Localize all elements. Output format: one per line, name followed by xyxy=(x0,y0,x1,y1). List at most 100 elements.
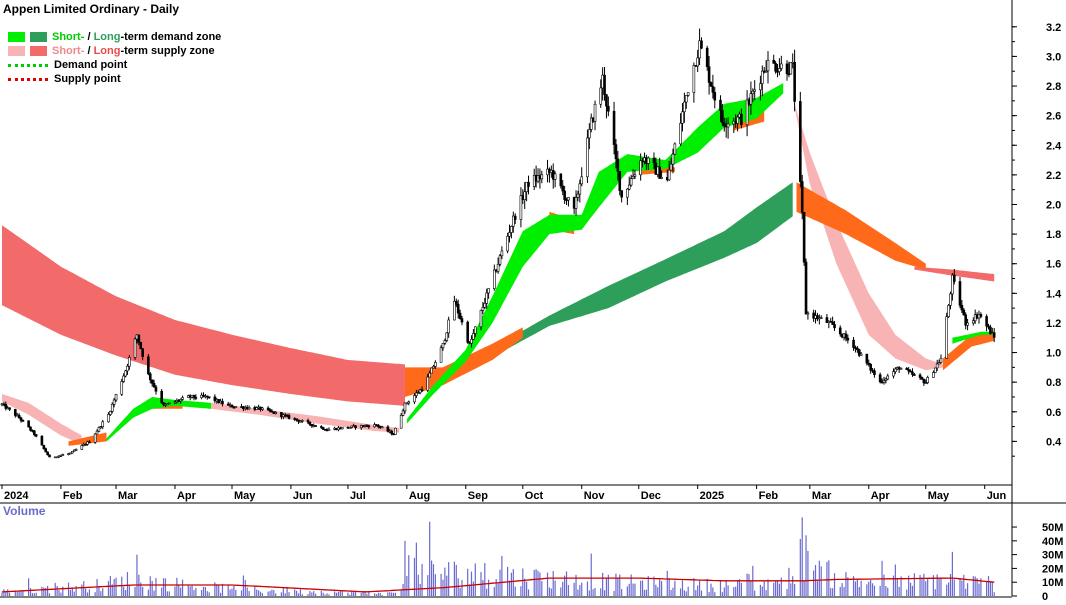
legend-demand-long: Long xyxy=(93,31,121,43)
candle-body xyxy=(194,397,198,399)
candle-body xyxy=(390,430,393,435)
legend-demand-sep: / xyxy=(84,31,94,43)
candle-body xyxy=(918,374,922,378)
candle-body xyxy=(960,305,964,311)
candle-body xyxy=(696,57,699,67)
candle-body xyxy=(785,63,789,75)
candle-body xyxy=(721,110,724,124)
legend-supply-zone: Short- / Long -term supply zone xyxy=(8,44,221,58)
candle-body xyxy=(804,261,808,315)
candle-body xyxy=(669,163,673,171)
legend-supply-long: Long xyxy=(93,45,121,57)
short-demand-zone xyxy=(952,331,995,344)
candle-body xyxy=(838,327,842,335)
candle-body xyxy=(128,357,131,367)
candle-body xyxy=(114,394,118,401)
candle-body xyxy=(454,300,458,305)
candle-body xyxy=(793,62,796,102)
candle-body xyxy=(179,399,182,402)
candle-body xyxy=(139,342,143,349)
candle-body xyxy=(932,372,935,378)
candle-body xyxy=(684,95,688,103)
candle-body xyxy=(825,317,829,324)
transition-zone xyxy=(796,182,926,270)
candle-body xyxy=(247,407,251,410)
x-tick-label: Jun xyxy=(293,490,313,502)
x-tick-label: Feb xyxy=(63,490,83,502)
candle-body xyxy=(540,174,544,180)
legend-demand-point: Demand point xyxy=(8,58,221,72)
legend-supply-rest: -term supply zone xyxy=(120,45,215,57)
candle-body xyxy=(485,292,488,304)
candle-body xyxy=(80,445,84,450)
candle-body xyxy=(633,174,637,177)
candle-body xyxy=(800,181,804,213)
candle-body xyxy=(519,195,523,220)
candle-body xyxy=(627,184,631,190)
candle-body xyxy=(42,444,46,449)
candle-body xyxy=(466,321,469,343)
candle-body xyxy=(428,372,431,378)
candle-body xyxy=(97,426,101,432)
candle-body xyxy=(574,197,578,209)
candle-body xyxy=(340,426,344,430)
candle-body xyxy=(933,367,937,373)
candle-body xyxy=(599,87,603,105)
candle-body xyxy=(21,420,25,422)
candle-body xyxy=(683,101,686,113)
candle-body xyxy=(939,357,943,363)
candle-body xyxy=(213,396,217,402)
legend: Short- / Long -term demand zone Short- /… xyxy=(8,30,221,86)
candle-body xyxy=(911,371,914,375)
candle-body xyxy=(764,70,768,73)
legend-demand-point-line xyxy=(8,63,48,67)
candle-body xyxy=(321,427,325,430)
candle-body xyxy=(71,450,74,454)
candle-body xyxy=(141,348,144,358)
candle-body xyxy=(673,143,677,155)
x-tick-label: 2024 xyxy=(4,490,29,502)
candle-body xyxy=(255,407,259,410)
volume-y-tick-label: 20M xyxy=(1042,563,1063,575)
candle-body xyxy=(681,111,684,124)
y-tick-label: 2.6 xyxy=(1046,111,1061,123)
candle-body xyxy=(819,317,823,319)
y-tick-label: 2.4 xyxy=(1046,140,1062,152)
x-tick-label: Mar xyxy=(118,490,138,502)
candle-body xyxy=(846,337,850,341)
candle-body xyxy=(563,190,566,200)
candle-body xyxy=(126,365,129,372)
candle-body xyxy=(460,318,464,323)
candle-body xyxy=(740,113,743,126)
candle-body xyxy=(413,395,416,403)
candle-body xyxy=(698,40,701,59)
candle-body xyxy=(154,386,158,392)
candle-body xyxy=(745,99,749,126)
x-tick-label: Dec xyxy=(641,490,661,502)
candle-body xyxy=(205,395,209,398)
candle-body xyxy=(772,59,776,64)
candle-body xyxy=(27,420,30,428)
candle-body xyxy=(913,374,916,376)
candle-body xyxy=(586,137,589,178)
candle-body xyxy=(405,402,409,405)
y-tick-label: 2.8 xyxy=(1046,81,1061,93)
candle-body xyxy=(559,173,563,187)
short-demand-zone xyxy=(406,83,784,424)
legend-swatch-short-supply xyxy=(8,46,25,56)
candle-body xyxy=(588,129,591,139)
transition-zone xyxy=(942,331,995,371)
candle-body xyxy=(320,426,323,428)
candle-body xyxy=(905,368,909,370)
candle-body xyxy=(481,307,485,311)
candle-body xyxy=(295,418,298,421)
candle-body xyxy=(95,430,99,435)
legend-supply-short: Short- xyxy=(52,45,85,57)
candle-body xyxy=(966,322,969,326)
candle-body xyxy=(473,326,477,334)
candle-body xyxy=(500,250,504,257)
candle-body xyxy=(453,300,456,321)
candle-body xyxy=(513,215,517,220)
candle-body xyxy=(44,448,48,453)
